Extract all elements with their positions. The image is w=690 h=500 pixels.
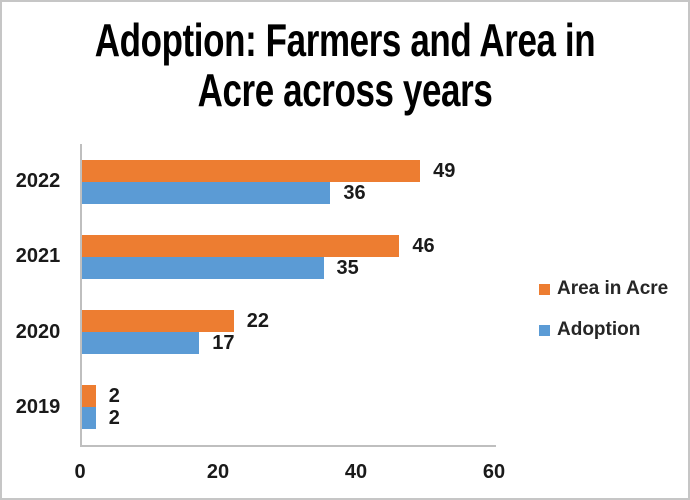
y-axis-label-2022: 2022 xyxy=(15,170,61,193)
bar-line: 49 xyxy=(82,159,496,182)
chart-title-line-2: Acre across years xyxy=(197,64,493,116)
data-label-2019-adoption: 2 xyxy=(108,407,120,430)
data-label-2022-area-in-acre: 49 xyxy=(433,159,456,182)
plot-area: 49 36 46 35 22 17 2 2 xyxy=(80,144,496,447)
data-label-2021-area-in-acre: 46 xyxy=(412,234,435,257)
y-axis-labels: 2022 2021 2020 2019 xyxy=(8,144,68,445)
bar-group-2022: 49 36 xyxy=(82,144,496,219)
x-axis-tick-20: 20 xyxy=(206,461,230,483)
bar-2021-area-in-acre xyxy=(82,234,400,257)
bar-2021-adoption xyxy=(82,256,324,279)
data-label-2021-adoption: 35 xyxy=(336,256,359,279)
area-in-acre-swatch-icon xyxy=(539,283,550,295)
bar-2019-area-in-acre xyxy=(82,385,96,408)
bar-line: 17 xyxy=(82,332,496,355)
bar-2020-adoption xyxy=(82,332,200,355)
bar-line: 2 xyxy=(82,385,496,408)
x-axis-tick-0: 0 xyxy=(74,461,86,483)
legend-item-adoption: Adoption xyxy=(539,319,668,341)
legend-label-area-in-acre: Area in Acre xyxy=(557,278,669,299)
data-label-2019-area-in-acre: 2 xyxy=(108,385,120,408)
bar-2022-area-in-acre xyxy=(82,159,421,182)
chart-title-line-1: Adoption: Farmers and Area in xyxy=(94,14,596,66)
bar-2022-adoption xyxy=(82,181,331,204)
x-axis-tick-60: 60 xyxy=(482,461,506,483)
bar-2020-area-in-acre xyxy=(82,310,234,333)
legend-item-area-in-acre: Area in Acre xyxy=(539,278,668,300)
y-axis-label-2020: 2020 xyxy=(15,320,61,343)
bar-line: 22 xyxy=(82,310,496,333)
legend-label-adoption: Adoption xyxy=(557,319,641,340)
data-label-2020-adoption: 17 xyxy=(212,332,235,355)
bar-2019-adoption xyxy=(82,407,96,430)
bar-group-2021: 46 35 xyxy=(82,219,496,294)
bar-line: 35 xyxy=(82,256,496,279)
legend: Area in Acre Adoption xyxy=(539,278,668,341)
bar-line: 46 xyxy=(82,234,496,257)
y-axis-label-2021: 2021 xyxy=(15,245,61,268)
data-label-2020-area-in-acre: 22 xyxy=(246,310,270,333)
bar-line: 2 xyxy=(82,407,496,430)
x-axis-tick-40: 40 xyxy=(344,461,368,483)
chart-title: Adoption: Farmers and Area in Acre acros… xyxy=(3,15,687,115)
data-label-2022-adoption: 36 xyxy=(343,181,366,204)
adoption-swatch-icon xyxy=(539,324,550,336)
x-axis-ticks: 0 20 40 60 xyxy=(74,460,505,486)
bar-line: 36 xyxy=(82,181,496,204)
bar-group-2020: 22 17 xyxy=(82,295,496,370)
y-axis-label-2019: 2019 xyxy=(15,395,61,418)
